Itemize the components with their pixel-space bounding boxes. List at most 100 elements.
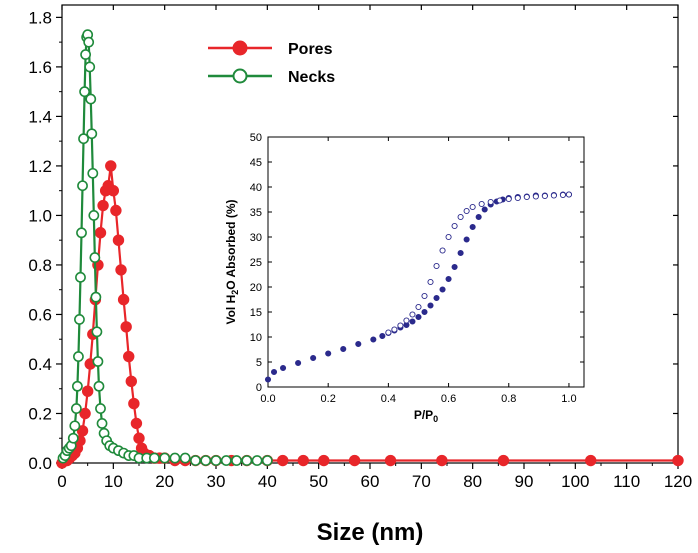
inset-data-point bbox=[550, 192, 557, 199]
main-y-tick-label: 1.6 bbox=[28, 58, 52, 77]
data-point-necks bbox=[231, 455, 242, 466]
inset-y-label-part-3: O Absorbed (%) bbox=[224, 199, 238, 289]
data-point-pores bbox=[81, 385, 94, 397]
inset-x-tick-label: 0.2 bbox=[321, 393, 336, 405]
inset-data-point bbox=[475, 213, 482, 221]
inset-data-point bbox=[433, 294, 440, 302]
data-point-necks bbox=[86, 128, 98, 140]
data-point-necks bbox=[89, 252, 101, 263]
main-x-tick-label: 0 bbox=[57, 472, 66, 491]
inset-y-tick-label: 5 bbox=[256, 357, 262, 369]
inset-data-point bbox=[310, 354, 317, 362]
inset-data-point bbox=[487, 198, 494, 206]
legend-item-pores: Pores bbox=[208, 40, 333, 58]
inset-data-point bbox=[433, 262, 440, 270]
inset-data-point bbox=[463, 236, 470, 243]
inset-data-point bbox=[391, 326, 398, 333]
data-point-pores bbox=[123, 350, 135, 363]
data-point-necks bbox=[85, 93, 97, 105]
inset-data-point bbox=[397, 322, 404, 329]
inset-x-tick-label: 0.4 bbox=[381, 393, 396, 405]
inset-y-tick-label: 45 bbox=[250, 157, 262, 169]
inset-x-label-main: P/P bbox=[414, 408, 433, 422]
inset-y-axis: 0 5 10 15 20 25 30 35 40 45 50 bbox=[250, 132, 584, 394]
inset-data-point bbox=[451, 263, 458, 271]
data-point-necks bbox=[210, 455, 222, 466]
main-x-tick-label: 110 bbox=[613, 472, 640, 491]
inset-data-point bbox=[340, 345, 347, 353]
inset-data-point bbox=[355, 340, 362, 348]
main-y-tick-label: 0.8 bbox=[28, 256, 52, 275]
data-point-necks bbox=[87, 167, 99, 179]
inset-data-point bbox=[403, 317, 410, 324]
inset-series-group bbox=[264, 191, 573, 383]
inset-data-point bbox=[415, 303, 422, 311]
data-point-pores bbox=[125, 375, 138, 387]
data-point-necks bbox=[93, 380, 105, 392]
inset-data-point bbox=[505, 195, 512, 203]
main-x-tick-label: 80 bbox=[463, 472, 482, 491]
data-point-pores bbox=[97, 199, 109, 212]
data-point-pores bbox=[318, 454, 330, 467]
data-point-pores bbox=[120, 321, 132, 333]
data-point-pores bbox=[110, 204, 122, 217]
data-point-necks bbox=[91, 326, 103, 338]
inset-data-point bbox=[370, 336, 377, 343]
main-x-tick-label: 30 bbox=[207, 472, 226, 491]
inset-data-point bbox=[496, 197, 503, 204]
inset-y-tick-label: 0 bbox=[256, 382, 262, 394]
main-y-axis: 0.0 0.2 0.4 0.6 0.8 1.0 1.2 1.4 1.6 1.8 bbox=[28, 8, 678, 473]
data-point-pores bbox=[115, 264, 127, 276]
inset-y-tick-label: 50 bbox=[250, 132, 262, 144]
inset-data-point bbox=[457, 213, 464, 221]
inset-data-point bbox=[478, 200, 485, 208]
inset-y-label-part-1: Vol H bbox=[224, 295, 238, 325]
main-y-tick-label: 0.2 bbox=[28, 404, 52, 423]
data-point-pores bbox=[436, 454, 448, 467]
main-y-tick-label: 1.8 bbox=[28, 8, 52, 27]
data-point-necks bbox=[69, 420, 81, 432]
main-x-tick-label: 40 bbox=[258, 472, 277, 491]
inset-data-point bbox=[481, 206, 488, 213]
inset-y-tick-label: 20 bbox=[250, 282, 262, 294]
inset-data-point bbox=[565, 191, 573, 198]
data-point-pores bbox=[348, 454, 361, 467]
data-point-necks bbox=[92, 356, 104, 367]
inset-y-tick-label: 25 bbox=[250, 257, 262, 269]
data-point-necks bbox=[90, 291, 102, 303]
main-plot: 0 10 20 30 40 50 60 70 80 90 100 110 120 0.00.20.40.… bbox=[28, 4, 692, 546]
main-x-tick-label: 10 bbox=[104, 472, 123, 491]
inset-data-point bbox=[264, 376, 272, 383]
legend-label: Necks bbox=[288, 69, 335, 86]
inset-x-label-subscript: 0 bbox=[433, 414, 438, 424]
inset-y-tick-label: 30 bbox=[250, 232, 262, 244]
data-point-pores bbox=[128, 397, 140, 410]
main-y-tick-label: 1.2 bbox=[28, 157, 52, 176]
legend-item-necks: Necks bbox=[208, 68, 335, 86]
data-point-pores bbox=[384, 454, 397, 467]
main-x-tick-label: 20 bbox=[155, 472, 174, 491]
inset-data-point bbox=[379, 332, 386, 340]
inset-background bbox=[268, 137, 584, 387]
inset-desorption-series bbox=[385, 191, 573, 336]
data-point-necks bbox=[83, 36, 95, 48]
main-y-tick-label: 0.6 bbox=[28, 305, 52, 324]
data-point-pores bbox=[112, 234, 125, 246]
inset-data-point bbox=[270, 368, 278, 376]
inset-data-point bbox=[427, 302, 434, 309]
inset-data-point bbox=[421, 292, 428, 300]
inset-data-point bbox=[409, 318, 416, 325]
inset-data-point bbox=[409, 311, 416, 318]
main-y-tick-label: 1.0 bbox=[28, 206, 52, 225]
inset-y-tick-label: 10 bbox=[250, 332, 262, 344]
inset-data-point bbox=[445, 275, 452, 283]
data-point-necks bbox=[190, 455, 201, 466]
data-point-pores bbox=[585, 454, 597, 467]
inset-data-point bbox=[295, 359, 302, 367]
data-point-necks bbox=[220, 455, 232, 466]
inset-x-axis-label: P/P0 bbox=[414, 408, 438, 424]
inset-y-tick-label: 40 bbox=[250, 182, 262, 194]
data-point-pores bbox=[672, 454, 684, 467]
inset-data-point bbox=[469, 203, 476, 211]
